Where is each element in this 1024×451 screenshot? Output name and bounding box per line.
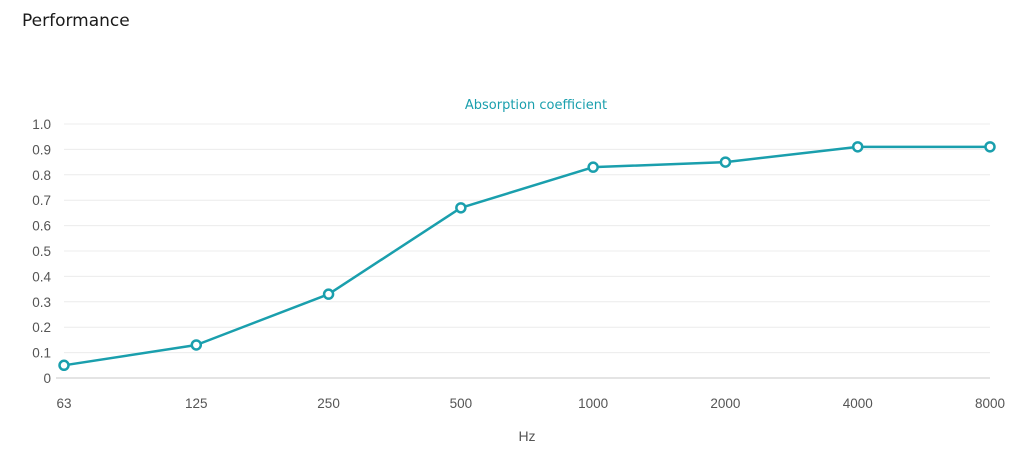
y-tick-label: 1.0 (32, 117, 51, 132)
x-tick-label: 1000 (578, 396, 608, 411)
x-tick-label: 8000 (975, 396, 1005, 411)
x-tick-label: 250 (317, 396, 340, 411)
data-point[interactable] (58, 359, 70, 372)
x-tick-label: 2000 (710, 396, 740, 411)
x-tick-label: 500 (450, 396, 473, 411)
data-point[interactable] (851, 141, 864, 153)
y-tick-label: 0.9 (32, 142, 51, 157)
y-tick-label: 0.2 (32, 320, 51, 335)
y-tick-label: 0.4 (32, 269, 51, 284)
chart-title: Absorption coefficient (465, 98, 607, 113)
series-line (63, 145, 990, 367)
section-title: Performance (22, 11, 130, 31)
y-tick-label: 0 (43, 371, 51, 386)
data-point[interactable] (190, 339, 203, 351)
grid-lines (64, 123, 990, 354)
y-tick-label: 0.1 (32, 346, 51, 361)
data-point[interactable] (322, 288, 335, 300)
y-axis-ticks: 0 0.1 0.2 0.3 0.4 0.5 0.6 0.7 0.8 0.9 1.0 (32, 117, 51, 386)
data-point[interactable] (719, 156, 732, 168)
y-tick-label: 0.7 (32, 193, 51, 208)
data-point[interactable] (984, 141, 996, 153)
data-point[interactable] (455, 202, 467, 214)
x-tick-label: 125 (185, 396, 208, 411)
data-point[interactable] (587, 161, 599, 173)
y-tick-label: 0.6 (32, 219, 51, 234)
x-axis-title: Hz (518, 428, 535, 444)
x-axis-ticks: 63 125 250 500 1000 2000 4000 8000 (56, 396, 1005, 411)
y-tick-label: 0.8 (32, 168, 51, 183)
y-tick-label: 0.3 (32, 295, 51, 310)
x-tick-label: 4000 (843, 396, 873, 411)
series-group (58, 141, 996, 372)
y-tick-label: 0.5 (32, 244, 51, 259)
x-tick-label: 63 (56, 396, 71, 411)
